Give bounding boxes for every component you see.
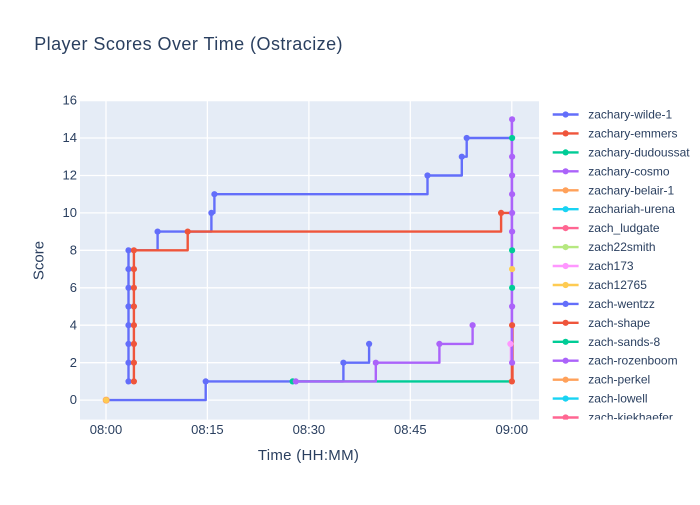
svg-text:zachariah-urena: zachariah-urena (588, 202, 675, 216)
svg-text:08:15: 08:15 (191, 422, 224, 437)
svg-text:zachary-dudoussat: zachary-dudoussat (588, 145, 690, 159)
svg-text:12: 12 (63, 168, 77, 183)
svg-text:08:00: 08:00 (90, 422, 123, 437)
svg-text:zach_ludgate: zach_ludgate (588, 221, 660, 235)
svg-text:zach-sands-8: zach-sands-8 (588, 335, 660, 349)
svg-text:zachary-cosmo: zachary-cosmo (588, 164, 670, 178)
svg-text:10: 10 (63, 205, 77, 220)
svg-text:zach-perkel: zach-perkel (588, 373, 650, 387)
svg-text:zach173: zach173 (588, 259, 634, 273)
svg-text:zach12765: zach12765 (588, 278, 647, 292)
svg-text:zach22smith: zach22smith (588, 240, 655, 254)
svg-text:09:00: 09:00 (496, 422, 529, 437)
svg-text:14: 14 (63, 130, 77, 145)
svg-text:zach-kiekhaefer: zach-kiekhaefer (588, 411, 673, 425)
svg-text:zachary-emmers: zachary-emmers (588, 126, 677, 140)
svg-text:zachary-belair-1: zachary-belair-1 (588, 183, 674, 197)
svg-text:2: 2 (70, 355, 77, 370)
svg-text:zach-lowell: zach-lowell (588, 392, 647, 406)
svg-text:zach-shape: zach-shape (588, 316, 650, 330)
svg-text:zachary-wilde-1: zachary-wilde-1 (588, 108, 672, 122)
svg-text:08:30: 08:30 (293, 422, 326, 437)
svg-text:6: 6 (70, 280, 77, 295)
svg-text:zach-rozenboom: zach-rozenboom (588, 354, 677, 368)
svg-text:Player Scores Over Time (Ostra: Player Scores Over Time (Ostracize) (34, 34, 343, 54)
svg-text:16: 16 (63, 93, 77, 108)
svg-text:zach-wentzz: zach-wentzz (588, 297, 655, 311)
svg-text:4: 4 (70, 317, 77, 332)
svg-text:0: 0 (70, 392, 77, 407)
svg-text:Score: Score (31, 241, 48, 280)
svg-text:08:45: 08:45 (394, 422, 427, 437)
svg-text:Time (HH:MM): Time (HH:MM) (258, 447, 359, 464)
svg-text:8: 8 (70, 242, 77, 257)
